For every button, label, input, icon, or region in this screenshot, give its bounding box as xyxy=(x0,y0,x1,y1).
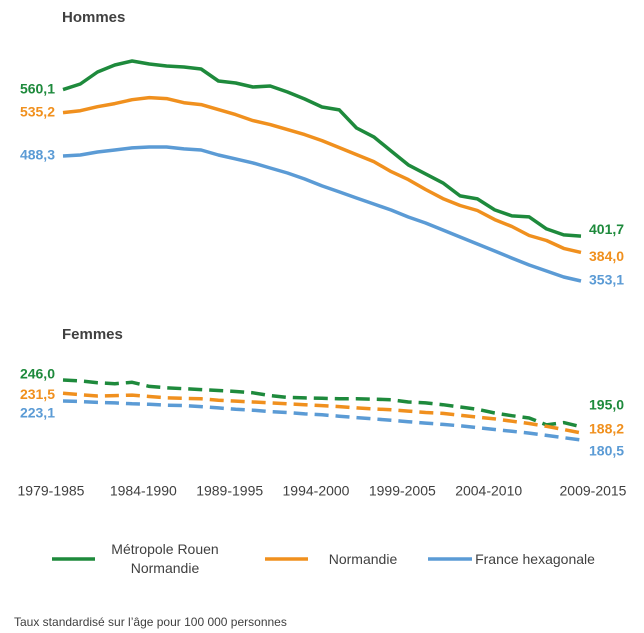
x-tick-label: 1994-2000 xyxy=(283,483,350,499)
value-label: 488,3 xyxy=(20,147,55,163)
value-label: 353,1 xyxy=(589,272,624,288)
series-line xyxy=(62,391,582,435)
value-label: 195,0 xyxy=(589,396,624,412)
x-tick-label: 1984-1990 xyxy=(110,483,177,499)
panel-title: Hommes xyxy=(62,9,125,26)
x-tick-label: 1989-1995 xyxy=(196,483,263,499)
series-line xyxy=(62,378,582,429)
x-tick-label: 1979-1985 xyxy=(18,483,85,499)
legend-label: Normandie xyxy=(328,550,398,567)
value-label: 231,5 xyxy=(20,386,55,402)
value-label: 535,2 xyxy=(20,103,55,119)
value-label: 188,2 xyxy=(589,421,624,437)
value-label: 384,0 xyxy=(589,248,624,264)
panel-title: Femmes xyxy=(62,326,123,343)
value-label: 560,1 xyxy=(20,80,55,96)
value-label: 246,0 xyxy=(20,366,55,382)
series-line xyxy=(62,399,582,442)
series-line xyxy=(62,59,582,238)
value-label: 223,1 xyxy=(20,405,55,421)
value-label: 180,5 xyxy=(589,443,624,459)
footnote: Taux standardisé sur l’âge pour 100 000 … xyxy=(14,615,287,629)
x-tick-label: 2009-2015 xyxy=(560,483,627,499)
legend-label: Métropole Rouen Normandie xyxy=(111,541,219,576)
value-label: 401,7 xyxy=(589,221,624,237)
x-tick-label: 2004-2010 xyxy=(455,483,522,499)
legend-label: France hexagonale xyxy=(475,550,595,567)
series-line xyxy=(62,95,582,255)
series-line xyxy=(62,145,582,283)
x-tick-label: 1999-2005 xyxy=(369,483,436,499)
